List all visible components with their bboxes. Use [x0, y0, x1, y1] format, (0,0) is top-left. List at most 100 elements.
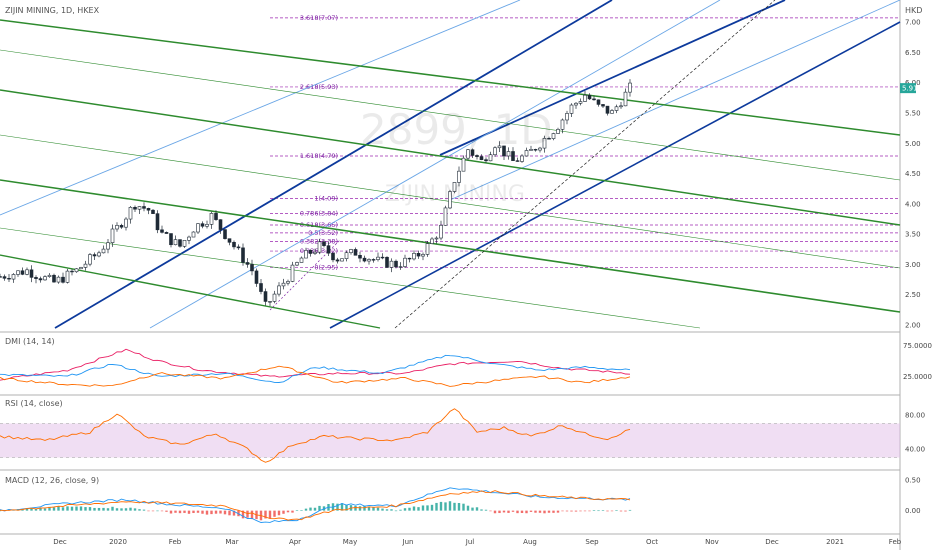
candle-body [232, 242, 236, 248]
macd-histogram-bar [570, 510, 573, 512]
candle-body [155, 213, 160, 231]
pitchfork-line [0, 49, 901, 181]
candle-body [515, 160, 520, 162]
candle-body [425, 243, 430, 255]
macd-histogram-bar [268, 510, 272, 519]
candle-body [250, 264, 254, 272]
macd-histogram-bar [372, 507, 375, 511]
macd-histogram-bar [336, 503, 339, 511]
macd-histogram-bar [214, 510, 218, 514]
macd-histogram-bar [444, 502, 447, 511]
x-tick-label: Oct [646, 538, 658, 546]
x-tick-label: 2021 [826, 538, 844, 546]
candle-body [470, 149, 475, 156]
macd-histogram-bar [583, 510, 587, 512]
macd-histogram-bar [246, 510, 249, 518]
candle-body [218, 219, 223, 230]
candle-body [223, 229, 227, 239]
pitchfork-line [0, 179, 901, 313]
fib-level-label: 1.618(4.79) [300, 152, 338, 160]
macd-histogram-bar [475, 507, 479, 511]
candle-body [0, 276, 2, 278]
pitchfork-line [0, 89, 901, 226]
macd-histogram-bar [52, 507, 56, 511]
macd-histogram-bar [205, 510, 209, 515]
candle-body [83, 263, 88, 268]
fib-level-label: 0.786(3.84) [300, 210, 338, 218]
candle-body [254, 270, 259, 284]
macd-tick-label: 0.00 [905, 507, 921, 515]
y-tick-label: 5.00 [905, 140, 921, 148]
candle-body [133, 206, 137, 210]
watermark-name: ZIJIN MINING [385, 182, 525, 207]
macd-title[interactable]: MACD (12, 26, close, 9) [5, 476, 100, 485]
macd-histogram-bar [187, 510, 191, 514]
candle-body [407, 257, 412, 260]
candle-body [259, 283, 263, 292]
macd-histogram-bar [273, 510, 276, 517]
candle-body [263, 291, 268, 302]
macd-histogram-bar [516, 510, 519, 514]
macd-histogram-bar [313, 507, 317, 511]
macd-histogram-bar [601, 510, 605, 511]
rsi-title[interactable]: RSI (14, close) [5, 399, 63, 408]
macd-histogram-bar [493, 510, 497, 514]
axes-layer: Dec 2020 Feb Mar Apr May Jun Jul Aug Sep Oct Nov Dec… [53, 19, 932, 546]
macd-histogram-bar [610, 510, 614, 512]
macd-histogram-bar [48, 506, 51, 511]
macd-histogram-bar [201, 510, 204, 514]
fib-level-label: 3.618(7.07) [300, 14, 338, 22]
candle-body [376, 256, 380, 260]
macd-histogram-bar [525, 510, 528, 514]
macd-histogram-bar [471, 507, 474, 511]
candle-body [227, 238, 232, 243]
y-tick-label: 4.00 [905, 200, 921, 208]
macd-histogram-bar [462, 503, 465, 511]
dmi-dmi_plus-line [0, 354, 631, 383]
candle-body [128, 206, 133, 220]
macd-histogram-bar [502, 510, 506, 513]
symbol-label[interactable]: ZIJIN MINING, 1D, HKEX [5, 6, 100, 15]
macd-histogram-bar [79, 506, 83, 511]
macd-histogram-bar [228, 510, 231, 516]
y-tick-label: 7.00 [905, 19, 921, 27]
candle-body [398, 266, 403, 268]
candle-body [74, 268, 79, 273]
macd-histogram-bar [318, 505, 321, 511]
candle-body [322, 241, 326, 246]
candle-body [2, 276, 7, 279]
macd-histogram-bar [498, 510, 501, 514]
candle-body [200, 223, 205, 227]
x-tick-label: 2020 [109, 538, 127, 546]
candle-body [146, 208, 151, 211]
macd-histogram-bar [70, 506, 74, 511]
dmi-tick-label: 25.0000 [903, 373, 932, 381]
macd-histogram-bar [286, 510, 290, 513]
macd-histogram-bar [183, 510, 186, 513]
dmi-dmi_minus-line [0, 365, 631, 387]
candle-body [506, 151, 511, 157]
macd-line [0, 487, 631, 523]
candle-body [304, 250, 308, 259]
x-tick-label: Mar [225, 538, 238, 546]
macd-histogram-bar [390, 509, 393, 511]
fib-level-label: 2.618(5.93) [300, 83, 338, 91]
candle-body [439, 224, 443, 239]
candle-body [335, 259, 340, 262]
dmi-tick-label: 75.0000 [903, 342, 932, 350]
macd-histogram-bar [115, 508, 119, 511]
macd-histogram-bar [426, 505, 429, 511]
macd-histogram-bar [219, 510, 222, 514]
candle-body [394, 260, 398, 268]
candle-body [479, 156, 484, 160]
macd-histogram-bar [592, 510, 596, 511]
macd-histogram-bar [295, 510, 299, 511]
macd-histogram-bar [430, 504, 434, 511]
macd-histogram-bar [84, 507, 87, 511]
x-tick-label: Feb [169, 538, 182, 546]
x-tick-label: Jun [402, 538, 414, 546]
dmi-title[interactable]: DMI (14, 14) [5, 337, 55, 346]
candle-body [20, 270, 25, 275]
candle-body [142, 206, 146, 209]
